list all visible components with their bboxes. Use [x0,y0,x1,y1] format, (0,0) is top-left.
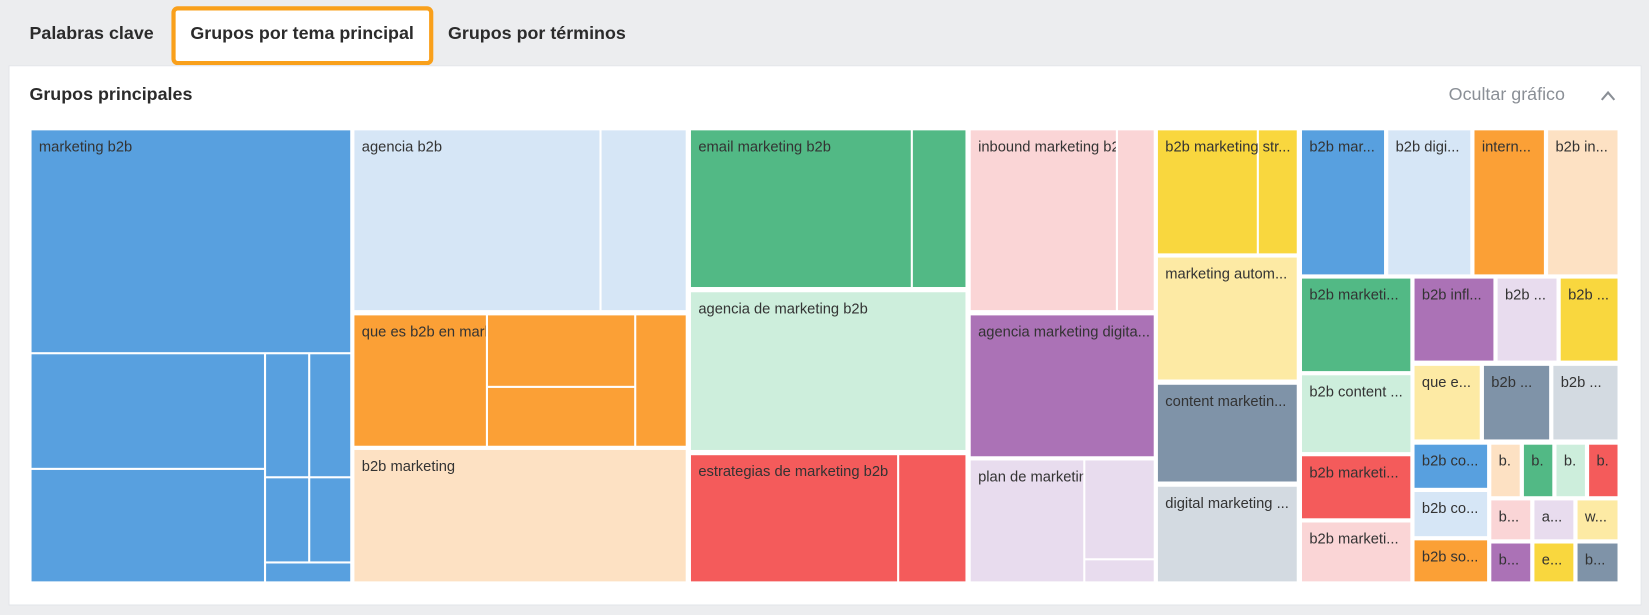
treemap-tile[interactable]: agencia de marketing b2b [690,292,966,450]
treemap-tile[interactable]: agencia b2b [354,130,600,311]
treemap-tile[interactable]: b2b ... [1560,278,1618,361]
treemap-tile[interactable]: b2b marketi... [1302,456,1411,519]
treemap-tile[interactable] [31,354,264,468]
treemap-tile[interactable] [487,387,635,446]
treemap-tile[interactable]: b. [1491,444,1520,497]
treemap-tile[interactable]: b... [1491,543,1531,582]
treemap-tile[interactable]: que e... [1414,365,1480,440]
treemap-tile[interactable]: b. [1556,444,1585,497]
treemap-tile[interactable] [912,130,966,288]
treemap-tile[interactable]: content marketin... [1157,384,1297,482]
treemap-tile[interactable] [266,354,309,477]
tab-active[interactable]: Grupos por tema principal [171,6,433,66]
treemap-tile[interactable] [266,478,309,562]
treemap-tile[interactable]: b2b co... [1414,492,1488,537]
treemap-tile[interactable]: digital marketing ... [1157,486,1297,582]
treemap-tile[interactable]: b2b marketi... [1302,278,1411,372]
treemap-tile[interactable]: b2b in... [1548,130,1618,275]
toggle-chart[interactable]: Ocultar gráfico [1448,84,1565,105]
treemap-tile[interactable] [487,315,635,386]
treemap-tile[interactable] [899,455,966,582]
treemap-tile[interactable]: b2b content ... [1302,375,1411,453]
treemap-tile[interactable] [31,469,264,582]
treemap-tile[interactable]: b... [1491,500,1531,540]
treemap-tile[interactable]: b. [1523,444,1553,497]
treemap-tile[interactable]: b2b ... [1497,278,1557,361]
treemap-tile[interactable]: estrategias de marketing b2b [690,455,898,582]
treemap-tile[interactable] [266,563,351,582]
panel-title: Grupos principales [29,84,193,105]
treemap-tile[interactable]: e... [1534,543,1574,582]
treemap-tile[interactable] [1085,460,1154,559]
treemap-tile[interactable]: b2b digi... [1388,130,1471,275]
treemap-tile[interactable] [1085,560,1154,582]
treemap-tile[interactable]: intern... [1474,130,1544,275]
treemap-tile[interactable]: agencia marketing digita... [970,315,1154,457]
treemap-tile[interactable]: b2b marketing [354,449,686,582]
treemap-tile[interactable]: inbound marketing b2b [970,130,1116,311]
treemap-tile[interactable] [1258,130,1297,254]
treemap-tile[interactable]: b... [1577,543,1618,582]
treemap-tile[interactable]: b2b marketi... [1302,522,1411,582]
treemap-tile[interactable]: b2b infl... [1414,278,1494,361]
treemap-tile[interactable] [310,354,351,477]
treemap-tile[interactable]: marketing b2b [31,130,351,353]
treemap-tile[interactable]: b2b mar... [1302,130,1385,275]
treemap-tile[interactable]: w... [1577,500,1618,540]
tab[interactable]: Palabras clave [29,23,154,44]
treemap-tile[interactable]: marketing autom... [1157,257,1297,380]
tab[interactable]: Grupos por términos [448,23,626,44]
treemap-tile[interactable]: b2b so... [1414,540,1488,582]
treemap-tile[interactable] [601,130,686,311]
treemap-tile[interactable] [636,315,686,446]
treemap-tile[interactable]: b2b ... [1553,365,1618,440]
treemap-tile[interactable]: b2b ... [1483,365,1550,440]
treemap-tile[interactable]: plan de marketing b2b [970,460,1084,582]
treemap-tile[interactable]: que es b2b en marketing [354,315,486,446]
treemap-tile[interactable]: b2b co... [1414,444,1488,488]
treemap-tile[interactable]: email marketing b2b [690,130,911,288]
treemap-tile[interactable]: b. [1589,444,1618,497]
chevron-up[interactable] [1600,89,1617,102]
treemap-tile[interactable]: b2b marketing str... [1157,130,1291,254]
treemap-tile[interactable] [310,478,351,562]
treemap-tile[interactable] [1117,130,1154,311]
treemap-tile[interactable]: a... [1534,500,1574,540]
